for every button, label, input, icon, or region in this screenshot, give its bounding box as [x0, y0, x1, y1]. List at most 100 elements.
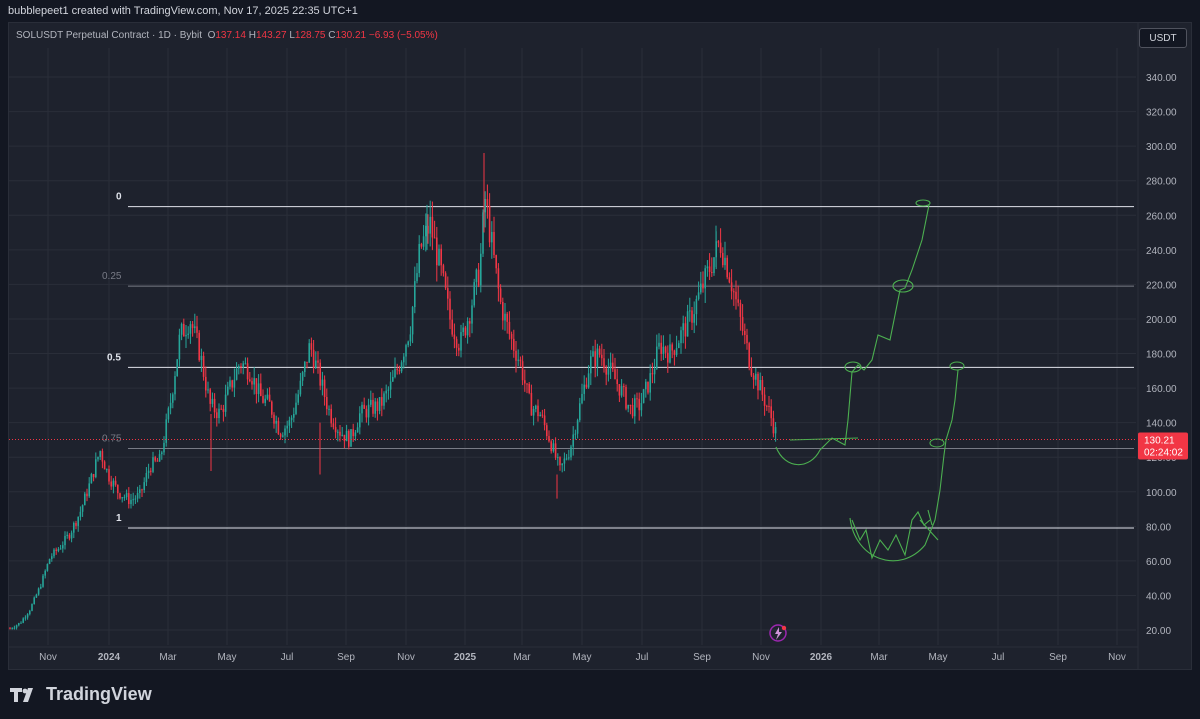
x-tick-label: Mar [159, 652, 177, 663]
candle-body [477, 269, 480, 286]
y-tick-label: 100.00 [1146, 488, 1177, 499]
candle-body [238, 366, 240, 369]
candle-body [689, 310, 691, 312]
candle-body [101, 451, 104, 462]
candle-body [169, 402, 172, 409]
candle-body [425, 225, 427, 237]
candle-body [31, 604, 33, 611]
candle-body [339, 431, 341, 436]
candle-body [693, 314, 695, 323]
candle-body [147, 470, 150, 474]
candle-body [737, 299, 739, 303]
candle-body [231, 380, 233, 388]
candle-body [306, 361, 308, 363]
candle-body [312, 349, 315, 368]
y-tick-label: 300.00 [1146, 142, 1177, 153]
candle-body [436, 237, 438, 266]
candle-body [88, 483, 90, 497]
candle-body [161, 452, 163, 455]
candle-body [653, 368, 656, 375]
x-tick-label: Sep [337, 652, 355, 663]
candle-body [370, 399, 372, 405]
candle-body [581, 393, 583, 404]
candle-body [695, 298, 698, 315]
open-label: O [207, 30, 216, 41]
candle-body [268, 394, 271, 402]
candle-body [317, 360, 319, 363]
candle-body [341, 434, 343, 436]
candle-body [392, 376, 394, 382]
candle-body [163, 442, 165, 453]
x-tick-label: 2024 [98, 652, 121, 663]
candle-body [543, 415, 546, 426]
candle-body [191, 324, 194, 329]
x-tick-label: Jul [992, 652, 1005, 663]
candle-body [246, 363, 249, 380]
candle-body [418, 243, 420, 274]
candle-body [213, 398, 216, 413]
candle-body [774, 427, 777, 434]
candle-body [286, 425, 288, 429]
candle-body [570, 446, 572, 458]
candle-body [271, 401, 273, 415]
candle-body [152, 457, 154, 472]
candle-body [400, 362, 403, 372]
candle-body [722, 252, 724, 266]
candle-body [37, 588, 40, 595]
candle-body [535, 405, 537, 410]
fib-level-label: 1 [116, 513, 122, 524]
candle-body [216, 412, 218, 419]
candle-body [9, 628, 11, 630]
price-tag-value: 130.21 [1144, 436, 1175, 447]
candle-body [565, 458, 568, 460]
candle-body [165, 419, 167, 443]
price-tag-countdown: 02:24:02 [1144, 448, 1183, 459]
candle-body [290, 417, 293, 421]
candle-body [381, 397, 383, 406]
candle-body [748, 343, 750, 369]
currency-button[interactable]: USDT [1139, 28, 1187, 48]
low-value: 128.75 [294, 30, 326, 41]
candle-body [398, 370, 401, 372]
candle-body [114, 480, 117, 485]
candle-body [51, 556, 53, 559]
projection-ellipse-2 [892, 279, 914, 293]
candle-body [697, 292, 700, 299]
y-tick-label: 160.00 [1146, 384, 1177, 395]
candle-body [92, 474, 95, 478]
candle-body [273, 414, 275, 424]
candle-body [158, 454, 161, 462]
candle-body [288, 420, 291, 426]
candle-body [209, 389, 211, 404]
candle-body [279, 434, 282, 437]
candle-body [117, 484, 119, 494]
candle-body [504, 313, 506, 321]
fib-level-label: 0.5 [107, 352, 121, 363]
candle-body [480, 253, 482, 286]
candle-body [224, 394, 227, 412]
symbol-title: SOLUSDT Perpetual Contract · 1D · Bybit [16, 30, 202, 41]
candle-body [295, 402, 297, 414]
y-tick-label: 200.00 [1146, 315, 1177, 326]
candle-body [561, 463, 563, 466]
candle-body [458, 347, 460, 351]
candle-body [462, 327, 464, 333]
candle-body [141, 489, 143, 491]
candle-body [524, 380, 526, 384]
candle-body [77, 516, 79, 526]
candle-body [759, 379, 761, 391]
candle-body [510, 334, 513, 339]
candle-body [352, 429, 354, 437]
candle-body [471, 305, 473, 324]
candle-body [301, 372, 304, 381]
candle-body [532, 409, 535, 416]
candle-body [48, 558, 51, 564]
candle-body [634, 398, 636, 417]
tradingview-logo[interactable]: TradingView [10, 684, 152, 705]
candle-body [343, 434, 346, 442]
candle-body [372, 399, 374, 414]
candle-body [614, 369, 616, 380]
candle-body [455, 339, 458, 348]
x-tick-label: May [218, 652, 237, 663]
